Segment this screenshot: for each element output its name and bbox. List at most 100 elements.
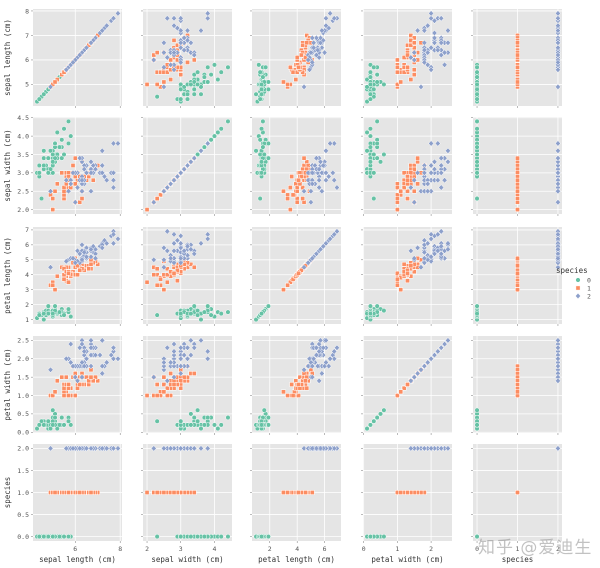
data-point (154, 94, 160, 100)
data-point (47, 148, 54, 154)
data-point (110, 355, 117, 362)
data-point (171, 38, 177, 43)
data-point (185, 60, 190, 65)
data-point (304, 40, 310, 46)
data-point (263, 64, 269, 70)
data-point (218, 534, 224, 540)
data-point (90, 162, 97, 169)
data-point (52, 287, 58, 293)
data-point (331, 355, 338, 362)
data-point (167, 255, 174, 262)
data-point (215, 129, 221, 135)
x-tick-label: 2 (556, 545, 560, 553)
data-point (177, 27, 184, 34)
data-point (258, 170, 265, 176)
data-point (411, 35, 417, 41)
data-point (204, 445, 211, 452)
data-point (110, 240, 117, 247)
y-tick-label: 4 (25, 271, 29, 279)
data-point (79, 180, 85, 188)
panel-2-3 (361, 227, 452, 326)
data-point (97, 351, 103, 359)
data-point (306, 66, 313, 73)
data-point (395, 282, 400, 288)
data-point (555, 264, 561, 271)
data-point (428, 10, 435, 17)
data-point (188, 411, 194, 417)
panel-2-4 (471, 227, 562, 326)
data-point (296, 393, 301, 398)
data-point (296, 177, 301, 183)
data-point (555, 169, 561, 177)
data-point (103, 359, 110, 366)
data-point (150, 256, 157, 263)
data-point (99, 162, 106, 169)
y-tick-label: 5 (25, 81, 29, 89)
data-point (204, 348, 211, 355)
data-point (555, 59, 561, 66)
data-point (287, 279, 293, 285)
data-point (301, 83, 307, 91)
x-tick-label: 6 (323, 545, 327, 553)
data-point (191, 250, 198, 257)
data-point (45, 155, 51, 161)
data-point (313, 34, 320, 42)
data-point (195, 407, 201, 413)
data-point (154, 534, 160, 540)
data-point (515, 382, 520, 387)
data-point (41, 162, 47, 169)
data-point (555, 154, 561, 162)
data-point (101, 173, 108, 180)
data-point (290, 393, 296, 398)
data-point (323, 22, 329, 29)
y-tick-label: 0.0 (17, 533, 29, 541)
data-point (164, 377, 171, 384)
panel-0-1 (141, 9, 232, 108)
data-point (50, 407, 56, 413)
data-point (398, 188, 404, 194)
data-point (474, 144, 480, 150)
data-point (405, 177, 410, 183)
data-point (61, 312, 67, 318)
data-point (307, 188, 314, 195)
data-point (52, 303, 58, 309)
data-point (225, 64, 231, 70)
panel-3-4 (471, 336, 562, 435)
data-point (38, 418, 45, 424)
data-point (258, 159, 265, 165)
data-point (261, 407, 267, 413)
data-point (298, 174, 304, 179)
data-point (177, 44, 184, 51)
y-tick-label: 2.0 (17, 206, 29, 214)
data-point (424, 188, 431, 195)
data-point (364, 129, 370, 135)
data-point (381, 534, 387, 540)
data-point (327, 355, 334, 362)
data-point (201, 534, 207, 540)
data-point (258, 311, 265, 317)
data-point (364, 148, 370, 154)
data-point (52, 188, 58, 194)
data-point (555, 445, 561, 452)
data-point (428, 355, 435, 362)
data-point (160, 188, 167, 195)
data-point (374, 303, 380, 309)
x-axis-label: petal length (cm) (258, 555, 335, 564)
data-point (445, 246, 451, 253)
data-point (317, 445, 324, 452)
data-point (555, 162, 561, 169)
data-point (515, 196, 520, 201)
data-point (184, 355, 191, 362)
data-point (184, 27, 191, 34)
data-point (309, 255, 316, 262)
data-point (474, 407, 480, 413)
data-point (431, 17, 438, 24)
data-point (201, 309, 207, 315)
data-point (160, 445, 167, 452)
data-point (211, 62, 218, 68)
data-point (367, 422, 373, 428)
data-point (171, 240, 177, 247)
data-point (431, 39, 438, 46)
data-point (150, 56, 157, 64)
data-point (171, 247, 177, 255)
